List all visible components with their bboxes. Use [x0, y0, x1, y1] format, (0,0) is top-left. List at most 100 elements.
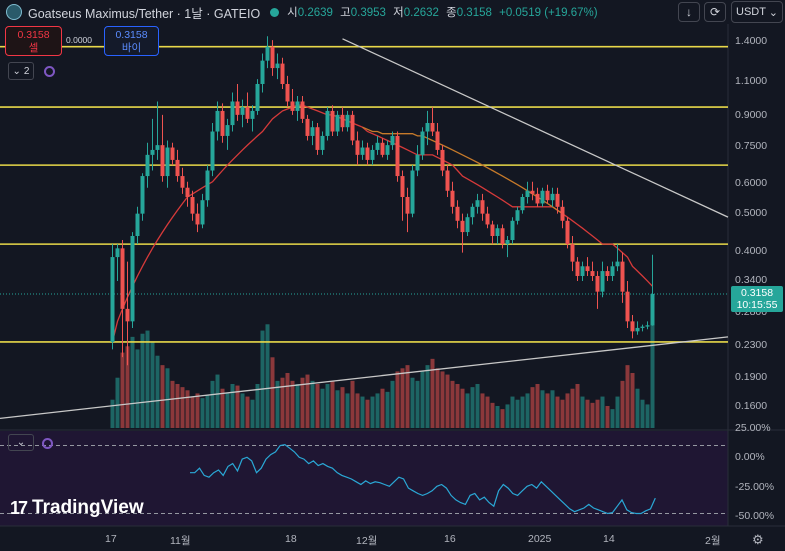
oscillator-sync-icon[interactable] [42, 438, 53, 449]
volume-bar [580, 396, 585, 428]
volume-bar [625, 365, 630, 428]
volume-bar [340, 387, 345, 428]
price-tick: 0.6000 [735, 177, 768, 189]
price-tick: 0.4000 [735, 245, 768, 257]
candle-body [650, 293, 655, 326]
buy-label: 바이 [121, 42, 142, 54]
scroll-down-button[interactable]: ↓ [678, 2, 700, 22]
volume-bar [155, 355, 160, 428]
volume-bar [375, 393, 380, 428]
volume-bar [310, 380, 315, 428]
volume-bar [605, 406, 610, 428]
price-tick: 0.1600 [735, 400, 768, 412]
candle-body [405, 197, 410, 214]
candle-body [270, 46, 275, 69]
volume-bar [185, 390, 190, 428]
candle-body [540, 190, 545, 204]
volume-bar [360, 396, 365, 428]
volume-bar [195, 393, 200, 428]
candle-body [635, 327, 640, 332]
volume-bar [175, 384, 180, 428]
volume-bar [555, 396, 560, 428]
volume-bar [475, 384, 480, 428]
candle-body [300, 101, 305, 119]
candle-body [310, 127, 315, 136]
volume-bar [420, 371, 425, 428]
candle-body [495, 228, 500, 236]
oscillator-legend-toggle[interactable]: ⌄ [8, 434, 34, 451]
candle-body [325, 110, 330, 136]
candle-body [175, 159, 180, 177]
candle-body [390, 135, 395, 146]
volume-bar [600, 396, 605, 428]
volume-bar [575, 384, 580, 428]
time-tick: 2월 [705, 535, 721, 547]
candle-body [185, 187, 190, 198]
legend-toggle-button[interactable]: ⌄ 2 [8, 62, 34, 80]
ohlc-values: 시0.2639 고0.3953 저0.2632 종0.3158 +0.0519 … [287, 4, 597, 20]
candle-body [265, 46, 270, 61]
volume-bar [630, 373, 635, 428]
volume-bar [130, 336, 135, 428]
volume-bar [240, 393, 245, 428]
sell-button[interactable]: 0.3158 셀 [5, 26, 62, 56]
candle-body [550, 193, 555, 201]
candle-body [445, 170, 450, 191]
volume-bar [385, 391, 390, 428]
brand-name: TradingView [32, 497, 144, 518]
buy-button[interactable]: 0.3158 바이 [104, 26, 159, 56]
candle-body [205, 170, 210, 201]
candle-body [305, 118, 310, 136]
volume-bar [450, 380, 455, 428]
volume-bar [515, 399, 520, 428]
candle-body [335, 114, 340, 132]
indicator-sync-icon[interactable] [44, 65, 55, 77]
volume-bar [255, 384, 260, 428]
close-label: 종 [446, 7, 457, 19]
symbol-title[interactable]: Goatseus Maximus/Tether · 1날 · GATEIO [28, 6, 261, 21]
volume-bar [525, 393, 530, 428]
candle-body [370, 149, 375, 160]
oscillator-tick: -50.00% [735, 510, 775, 522]
candle-body [440, 149, 445, 171]
candle-body [395, 135, 400, 177]
time-tick: 2025 [528, 533, 552, 545]
tradingview-logo: 17 TradingView [10, 497, 144, 519]
trend-line [0, 336, 729, 419]
price-tick: 1.4000 [735, 35, 768, 47]
candle-body [580, 266, 585, 276]
time-tick: 18 [285, 533, 297, 545]
refresh-button[interactable]: ⟳ [704, 2, 726, 22]
candle-body [285, 83, 290, 102]
volume-bar [365, 399, 370, 428]
oscillator-line [190, 443, 656, 515]
candle-body [200, 200, 205, 225]
volume-bar [445, 374, 450, 428]
candle-body [520, 197, 525, 211]
market-status-dot [270, 7, 280, 17]
candle-body [505, 240, 510, 245]
time-tick: 14 [603, 533, 615, 545]
volume-bar [470, 387, 475, 428]
volume-bar [550, 390, 555, 428]
candle-body [115, 248, 120, 258]
volume-bar [215, 374, 220, 428]
volume-bar [620, 380, 625, 428]
volume-bar [220, 388, 225, 428]
oscillator-tick: 0.00% [735, 451, 765, 463]
volume-bar [465, 393, 470, 428]
volume-bar [200, 398, 205, 428]
volume-bar [370, 396, 375, 428]
candle-body [345, 114, 350, 128]
candle-body [150, 149, 155, 155]
volume-bar [135, 349, 140, 428]
settings-gear-icon[interactable]: ⚙ [752, 532, 764, 547]
currency-select[interactable]: USDT ⌄ [731, 1, 783, 23]
candle-body [165, 147, 170, 177]
oscillator-tick: -25.00% [735, 481, 775, 493]
price-tick: 1.1000 [735, 75, 768, 87]
volume-bar [390, 380, 395, 428]
candle-body [555, 193, 560, 207]
volume-bar [205, 395, 210, 428]
